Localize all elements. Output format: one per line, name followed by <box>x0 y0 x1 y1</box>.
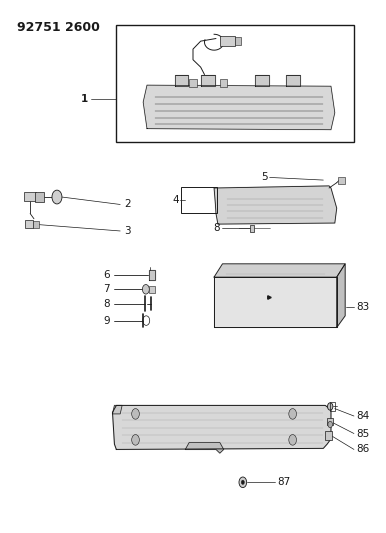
Bar <box>189 79 197 87</box>
Text: 8: 8 <box>103 298 110 309</box>
Bar <box>250 225 254 231</box>
Polygon shape <box>174 75 188 86</box>
Circle shape <box>142 285 149 294</box>
Polygon shape <box>143 85 335 130</box>
Text: 86: 86 <box>356 445 369 455</box>
Circle shape <box>328 421 332 427</box>
Bar <box>116 25 354 142</box>
Bar <box>220 36 235 46</box>
Text: 84: 84 <box>356 411 369 421</box>
Bar <box>330 402 335 411</box>
Circle shape <box>327 403 333 410</box>
Polygon shape <box>113 406 331 449</box>
Text: 5: 5 <box>261 172 268 182</box>
Polygon shape <box>214 264 345 277</box>
Polygon shape <box>214 277 337 327</box>
Polygon shape <box>286 75 300 86</box>
Text: 85: 85 <box>356 429 369 439</box>
Circle shape <box>132 434 139 445</box>
Text: 7: 7 <box>103 284 110 294</box>
Circle shape <box>132 409 139 419</box>
Polygon shape <box>255 75 269 86</box>
Bar <box>235 37 241 45</box>
Text: 1: 1 <box>80 94 88 104</box>
Bar <box>33 221 39 228</box>
Text: 8: 8 <box>213 223 220 233</box>
Text: 2: 2 <box>124 199 130 209</box>
Text: 92751 2600: 92751 2600 <box>17 21 100 34</box>
Bar <box>220 79 227 87</box>
Circle shape <box>239 477 247 488</box>
Polygon shape <box>201 75 215 86</box>
Polygon shape <box>149 270 155 280</box>
Circle shape <box>52 190 62 204</box>
Text: 9: 9 <box>103 316 110 326</box>
Bar <box>25 220 33 228</box>
Bar <box>325 431 332 440</box>
Text: 83: 83 <box>356 302 369 312</box>
Bar <box>35 192 44 203</box>
Bar <box>149 286 155 293</box>
Text: 6: 6 <box>103 270 110 280</box>
Polygon shape <box>185 442 223 453</box>
Circle shape <box>289 409 296 419</box>
Circle shape <box>241 480 244 484</box>
Bar <box>24 192 36 201</box>
Bar <box>327 418 333 424</box>
Bar <box>338 177 345 184</box>
Text: 3: 3 <box>124 226 130 236</box>
Circle shape <box>289 434 296 445</box>
Polygon shape <box>113 406 122 414</box>
Bar <box>181 187 217 214</box>
Text: 4: 4 <box>172 195 179 205</box>
Text: 87: 87 <box>277 477 291 487</box>
Polygon shape <box>214 186 337 224</box>
Polygon shape <box>337 264 345 327</box>
